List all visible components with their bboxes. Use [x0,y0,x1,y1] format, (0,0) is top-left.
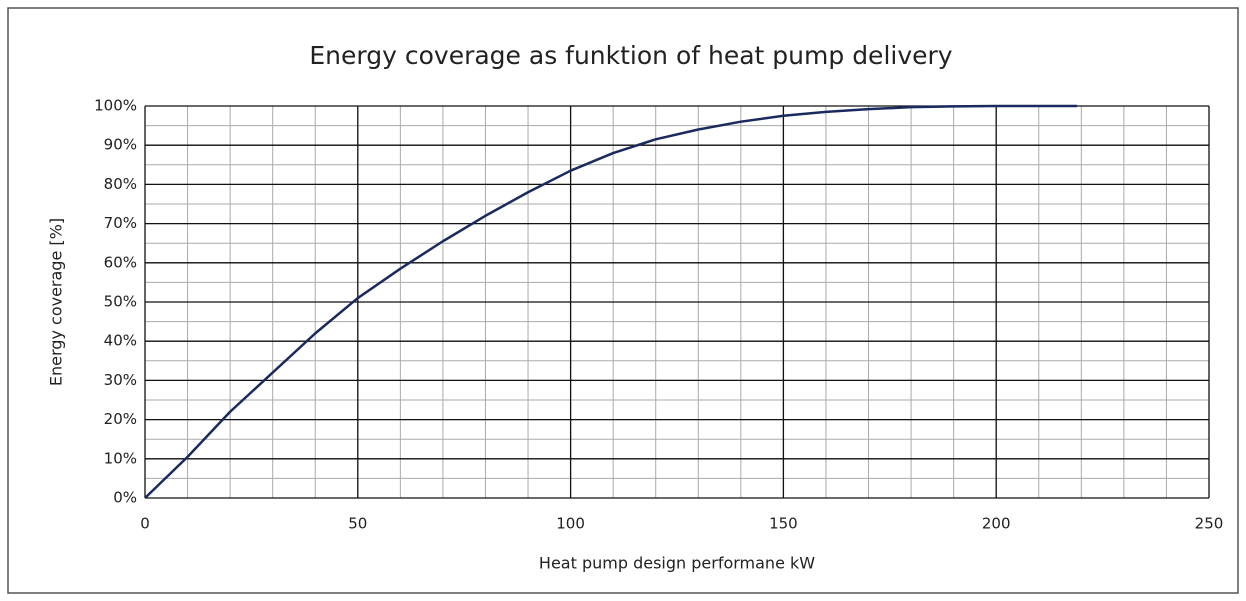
y-tick-label: 20% [104,410,137,428]
y-tick-label: 80% [104,175,137,193]
chart-title: Energy coverage as funktion of heat pump… [309,41,952,70]
y-tick-label: 90% [104,136,137,154]
x-tick-label: 50 [348,515,367,533]
chart-frame [7,7,1239,594]
y-axis-label: Energy coverage [%] [47,218,66,386]
y-tick-label: 0% [113,489,137,507]
data-line [144,104,1078,499]
y-tick-label: 100% [94,97,137,115]
x-tick-label: 150 [769,515,798,533]
y-tick-label: 60% [104,253,137,271]
x-axis-label: Heat pump design performane kW [539,554,815,573]
y-tick-label: 70% [104,214,137,232]
x-tick-label: 250 [1195,515,1224,533]
x-tick-label: 100 [556,515,585,533]
x-tick-label: 0 [140,515,150,533]
y-tick-label: 10% [104,449,137,467]
y-tick-label: 40% [104,332,137,350]
x-tick-label: 200 [982,515,1011,533]
y-tick-label: 30% [104,371,137,389]
y-tick-label: 50% [104,293,137,311]
